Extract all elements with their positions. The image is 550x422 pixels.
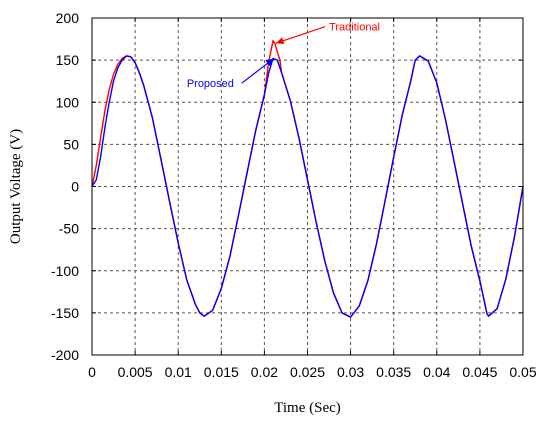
x-tick-label: 0 (88, 364, 96, 380)
y-tick-label: -150 (51, 305, 79, 321)
annotations-layer: Traditional Proposed (187, 22, 380, 90)
y-tick-label: -100 (51, 263, 79, 279)
x-tick-label: 0.025 (290, 364, 325, 380)
x-tick-label: 0.04 (423, 364, 450, 380)
annotation-arrowhead-proposed (265, 58, 274, 67)
y-tick-label: 150 (56, 52, 80, 68)
x-axis-title: Time (Sec) (274, 400, 341, 416)
y-tick-label: 0 (71, 179, 79, 195)
y-axis-title: Output Voltage (V) (8, 129, 24, 244)
x-tick-label: 0.05 (509, 364, 536, 380)
x-tick-label: 0.03 (337, 364, 364, 380)
y-tick-label: 200 (56, 10, 80, 26)
annotation-arrowhead-traditional (275, 37, 285, 45)
series-line-proposed (91, 55, 524, 318)
grid-layer (92, 18, 523, 355)
annotation-label-proposed: Proposed (187, 78, 234, 90)
series-layer (91, 40, 524, 318)
y-tick-label: 100 (56, 94, 80, 110)
annotation-arrow-traditional (275, 26, 326, 44)
x-tick-label: 0.005 (118, 364, 153, 380)
y-tick-label: -50 (59, 221, 79, 237)
x-tick-label: 0.035 (376, 364, 411, 380)
ticks-layer: 0 0.005 0.01 0.015 0.02 0.025 0.03 0.035 0.04 0.0… (51, 10, 537, 380)
x-tick-label: 0.045 (462, 364, 497, 380)
x-tick-label: 0.015 (204, 364, 239, 380)
annotation-label-traditional: Traditional (329, 22, 380, 34)
x-tick-label: 0.02 (251, 364, 278, 380)
y-tick-label: 50 (63, 136, 79, 152)
y-tick-label: -200 (51, 347, 79, 363)
x-tick-label: 0.01 (165, 364, 192, 380)
